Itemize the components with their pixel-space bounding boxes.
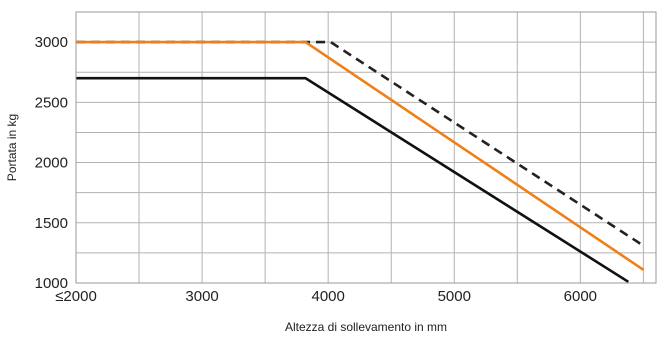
y-tick-label: 1500 xyxy=(35,215,68,232)
x-tick-label: 6000 xyxy=(564,288,597,305)
series-line-3 xyxy=(76,76,629,283)
x-axis-title: Altezza di sollevamento in mm xyxy=(285,320,447,334)
plot-frame xyxy=(75,11,657,284)
series-line-1 xyxy=(76,40,645,247)
series-line-2 xyxy=(76,40,645,271)
y-tick-label: 2500 xyxy=(35,94,68,111)
grid-layer xyxy=(75,11,657,284)
label-layer: 1000 1500 2000 2500 3000 ≤2000 3000 4000 5000 600… xyxy=(35,34,597,305)
x-tick-label: 4000 xyxy=(311,288,344,305)
x-tick-label: 5000 xyxy=(438,288,471,305)
y-tick-label: 3000 xyxy=(35,34,68,51)
y-tick-label: 2000 xyxy=(35,155,68,172)
x-tick-label: ≤2000 xyxy=(55,288,97,305)
y-axis-title: Portata in kg xyxy=(5,114,19,181)
x-tick-label: 3000 xyxy=(185,288,218,305)
series-layer xyxy=(76,40,645,283)
y-tick-label: 1000 xyxy=(35,275,68,292)
